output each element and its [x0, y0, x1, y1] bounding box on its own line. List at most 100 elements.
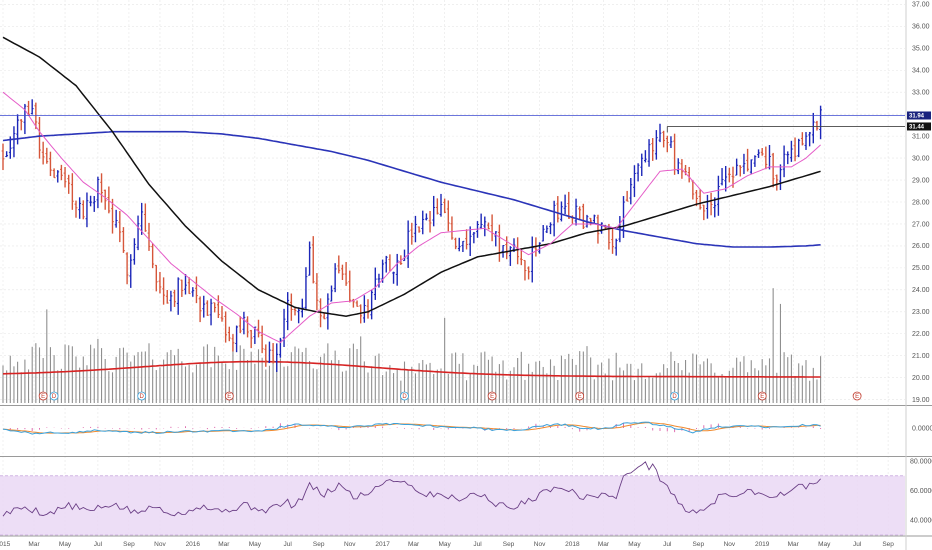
- price-panel[interactable]: [1, 99, 822, 372]
- price-bar[interactable]: [560, 201, 563, 222]
- price-bar[interactable]: [425, 213, 428, 221]
- price-bar[interactable]: [446, 200, 450, 232]
- price-bar[interactable]: [169, 290, 173, 312]
- price-bar[interactable]: [527, 266, 530, 280]
- price-bar[interactable]: [713, 197, 717, 218]
- price-bar[interactable]: [103, 189, 107, 210]
- price-bar[interactable]: [275, 343, 279, 372]
- price-bar[interactable]: [669, 136, 673, 149]
- price-bar[interactable]: [757, 149, 760, 158]
- event-marker[interactable]: D: [137, 391, 147, 401]
- price-bar[interactable]: [129, 254, 133, 288]
- price-bar[interactable]: [355, 300, 359, 307]
- price-bar[interactable]: [220, 306, 224, 322]
- price-bar[interactable]: [695, 189, 698, 207]
- price-bar[interactable]: [330, 285, 333, 302]
- price-bar[interactable]: [362, 295, 366, 323]
- price-bar[interactable]: [790, 140, 793, 162]
- price-bar[interactable]: [264, 344, 268, 367]
- price-bar[interactable]: [727, 167, 731, 183]
- price-bar[interactable]: [213, 302, 217, 313]
- price-bar[interactable]: [41, 141, 45, 165]
- price-bar[interactable]: [786, 151, 790, 165]
- price-bar[interactable]: [421, 210, 425, 235]
- price-bar[interactable]: [735, 158, 739, 176]
- price-bar[interactable]: [717, 175, 720, 216]
- price-bar[interactable]: [417, 226, 421, 233]
- price-bar[interactable]: [242, 311, 246, 335]
- price-bar[interactable]: [505, 236, 509, 260]
- price-bar[interactable]: [151, 243, 155, 269]
- price-bar[interactable]: [300, 298, 304, 318]
- price-bar[interactable]: [337, 255, 341, 274]
- price-bar[interactable]: [738, 165, 742, 177]
- price-bar[interactable]: [454, 237, 457, 250]
- price-bar[interactable]: [136, 215, 140, 251]
- price-bar[interactable]: [333, 263, 337, 293]
- price-bar[interactable]: [311, 236, 315, 284]
- price-bar[interactable]: [479, 213, 483, 229]
- price-bar[interactable]: [749, 159, 753, 174]
- price-bar[interactable]: [315, 273, 319, 311]
- price-bar[interactable]: [370, 289, 374, 320]
- price-bar[interactable]: [74, 200, 78, 218]
- price-bar[interactable]: [322, 312, 326, 320]
- price-bar[interactable]: [154, 264, 158, 292]
- price-bar[interactable]: [100, 173, 103, 203]
- price-bar[interactable]: [111, 198, 114, 234]
- price-bar[interactable]: [133, 238, 136, 265]
- price-bar[interactable]: [125, 252, 129, 285]
- price-bar[interactable]: [819, 105, 822, 140]
- price-bar[interactable]: [804, 132, 808, 150]
- price-bar[interactable]: [231, 334, 235, 352]
- price-bar[interactable]: [545, 225, 549, 234]
- price-bar[interactable]: [665, 135, 669, 153]
- price-bar[interactable]: [530, 236, 534, 283]
- event-marker[interactable]: E: [757, 391, 767, 401]
- price-bar[interactable]: [468, 226, 472, 257]
- price-bar[interactable]: [198, 296, 202, 323]
- price-bar[interactable]: [472, 231, 476, 244]
- price-bar[interactable]: [428, 210, 432, 233]
- price-bar[interactable]: [647, 139, 651, 167]
- price-bar[interactable]: [308, 241, 311, 276]
- price-bar[interactable]: [487, 222, 490, 230]
- price-bar[interactable]: [158, 271, 162, 294]
- price-bar[interactable]: [304, 267, 308, 310]
- price-bar[interactable]: [216, 295, 220, 319]
- event-marker[interactable]: D: [400, 391, 409, 401]
- price-bar[interactable]: [27, 100, 30, 116]
- price-bar[interactable]: [760, 148, 764, 156]
- price-bar[interactable]: [19, 119, 23, 131]
- price-bar[interactable]: [249, 329, 253, 349]
- price-bar[interactable]: [764, 146, 768, 170]
- price-bar[interactable]: [122, 227, 125, 253]
- price-bar[interactable]: [341, 264, 344, 280]
- price-bar[interactable]: [746, 148, 749, 172]
- event-marker[interactable]: D: [49, 391, 59, 401]
- price-bar[interactable]: [753, 155, 757, 167]
- price-bar[interactable]: [271, 343, 275, 364]
- price-bar[interactable]: [625, 190, 629, 202]
- price-bar[interactable]: [373, 267, 377, 300]
- price-bar[interactable]: [519, 248, 523, 266]
- price-bar[interactable]: [406, 220, 410, 268]
- price-bar[interactable]: [45, 147, 49, 164]
- price-bar[interactable]: [38, 117, 41, 159]
- event-marker[interactable]: E: [487, 391, 497, 401]
- price-bar[interactable]: [815, 120, 819, 131]
- price-bar[interactable]: [118, 211, 122, 243]
- price-bar[interactable]: [5, 151, 9, 158]
- price-bar[interactable]: [574, 198, 578, 226]
- price-bar[interactable]: [260, 325, 264, 354]
- price-bar[interactable]: [702, 204, 706, 221]
- price-bar[interactable]: [724, 165, 728, 192]
- price-bar[interactable]: [461, 240, 465, 253]
- event-marker[interactable]: E: [224, 391, 234, 401]
- event-marker[interactable]: E: [852, 391, 862, 401]
- price-bar[interactable]: [268, 341, 271, 364]
- price-bar[interactable]: [282, 308, 286, 347]
- macd-panel[interactable]: [2, 421, 822, 435]
- price-bar[interactable]: [465, 229, 468, 250]
- price-bar[interactable]: [326, 293, 330, 330]
